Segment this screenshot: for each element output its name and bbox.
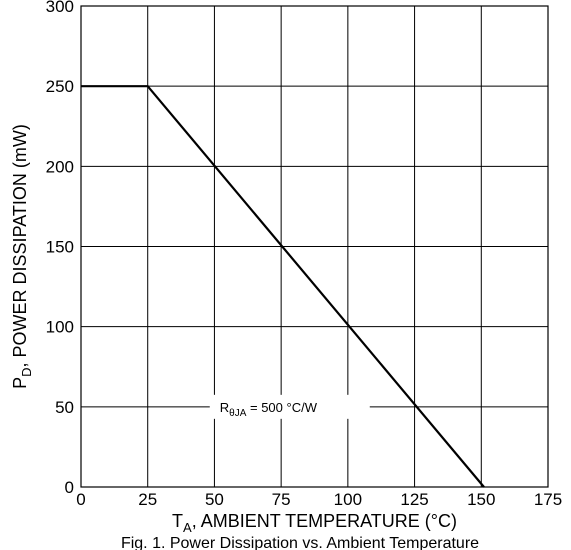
annotation-value: = 500 °C/W: [246, 400, 317, 415]
figure-caption: Fig. 1. Power Dissipation vs. Ambient Te…: [121, 535, 479, 550]
x-tick-label-0: 0: [76, 490, 85, 509]
tick-labels: 0 25 50 75 100 125 150 175 0 50 100 150 200 250 300: [46, 0, 563, 509]
annotation-background: [209, 394, 370, 419]
y-tick-label-0: 0: [65, 478, 74, 497]
annotation-subscript: θJA: [229, 408, 247, 419]
x-axis-label-subscript: A: [183, 520, 192, 535]
y-tick-label-200: 200: [46, 157, 74, 176]
x-tick-label-50: 50: [205, 490, 224, 509]
y-tick-label-100: 100: [46, 318, 74, 337]
y-tick-label-300: 300: [46, 0, 74, 16]
x-tick-label-25: 25: [138, 490, 157, 509]
thermal-resistance-annotation: RθJA = 500 °C/W: [209, 394, 370, 419]
y-axis-label-text: , POWER DISSIPATION (mW): [10, 124, 30, 367]
annotation-text: RθJA = 500 °C/W: [220, 400, 318, 419]
y-axis-label-subscript: D: [19, 367, 34, 376]
x-tick-label-75: 75: [272, 490, 291, 509]
x-tick-label-125: 125: [400, 490, 428, 509]
x-axis-label: TA, AMBIENT TEMPERATURE (°C): [172, 511, 457, 535]
y-tick-label-250: 250: [46, 77, 74, 96]
annotation-symbol: R: [220, 400, 229, 415]
x-tick-label-150: 150: [467, 490, 495, 509]
x-tick-label-100: 100: [334, 490, 362, 509]
series-layer: [81, 85, 485, 488]
x-axis-label-symbol: T: [172, 511, 183, 531]
y-tick-label-50: 50: [55, 398, 74, 417]
plot-frame: [80, 5, 549, 488]
y-tick-label-150: 150: [46, 238, 74, 257]
grid-lines: [81, 6, 548, 487]
x-tick-label-175: 175: [534, 490, 562, 509]
y-axis-label: PD, POWER DISSIPATION (mW): [10, 124, 34, 389]
y-axis-label-symbol: P: [10, 377, 30, 389]
derating-curve-0: [81, 85, 485, 488]
x-axis-label-text: , AMBIENT TEMPERATURE (°C): [192, 511, 457, 531]
